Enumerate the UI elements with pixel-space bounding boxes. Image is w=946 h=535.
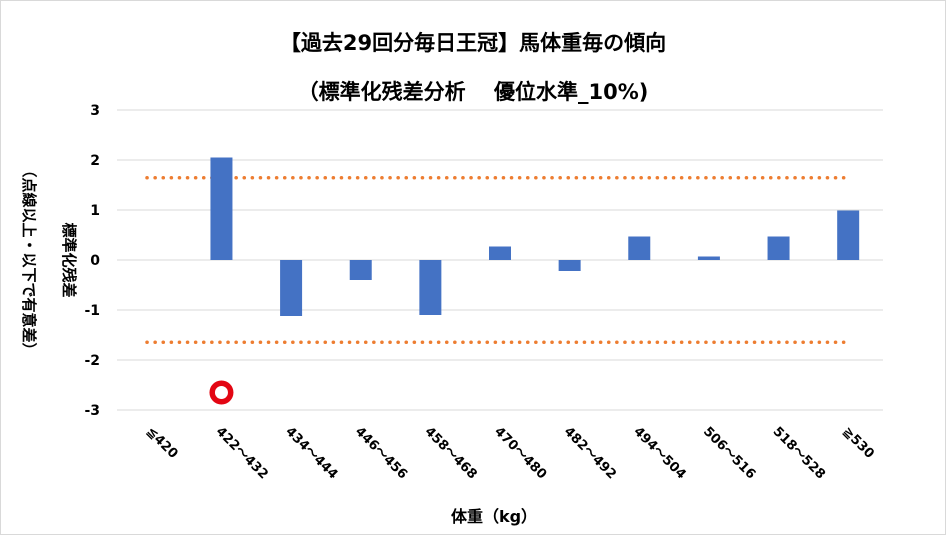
y-tick-label: 2 bbox=[90, 153, 100, 169]
y-tick-label: 1 bbox=[90, 203, 100, 219]
bar bbox=[349, 260, 372, 280]
bars bbox=[210, 157, 860, 316]
y-tick-label: -1 bbox=[84, 303, 100, 319]
circle-marker-center bbox=[214, 386, 228, 399]
bar bbox=[558, 260, 581, 271]
threshold-lines bbox=[145, 176, 849, 344]
bar bbox=[697, 256, 720, 260]
x-tick-labels: ≦420 422～432 434～444 446～456 458～468 470～480 4… bbox=[143, 424, 877, 482]
markers bbox=[209, 380, 234, 405]
x-tick-label: 470～480 bbox=[491, 424, 549, 482]
bar bbox=[210, 157, 233, 260]
chart-title: 【過去29回分毎日王冠】馬体重毎の傾向 bbox=[279, 31, 667, 55]
x-tick-label: 458～468 bbox=[422, 424, 480, 482]
x-axis-label: 体重（kg） bbox=[451, 507, 537, 526]
bar bbox=[489, 246, 511, 260]
y-axis-label: 標準化残差 bbox=[60, 222, 78, 297]
x-tick-label: ≧530 bbox=[839, 424, 876, 461]
bar bbox=[837, 210, 860, 260]
x-tick-label: 494～504 bbox=[630, 424, 688, 482]
chart-subtitle: （標準化残差分析 優位水準_10%) bbox=[297, 80, 649, 104]
y-tick-label: -3 bbox=[84, 403, 100, 419]
y-tick-label: 0 bbox=[90, 253, 100, 269]
x-tick-label: 482～492 bbox=[561, 424, 619, 482]
x-tick-label: 422～432 bbox=[213, 424, 271, 482]
x-tick-label: ≦420 bbox=[143, 424, 180, 461]
y-tick-label: -2 bbox=[84, 353, 100, 369]
x-tick-label: 518～528 bbox=[770, 424, 828, 482]
x-tick-label: 506～516 bbox=[700, 424, 758, 482]
y-axis-note: （点線以上・以下で有意差） bbox=[20, 162, 38, 357]
x-tick-label: 434～444 bbox=[282, 424, 340, 482]
x-tick-label: 446～456 bbox=[352, 424, 410, 482]
y-tick-labels: 3 2 1 0 -1 -2 -3 bbox=[84, 103, 100, 419]
y-tick-label: 3 bbox=[90, 103, 100, 119]
bar bbox=[628, 236, 651, 260]
bar bbox=[767, 236, 790, 260]
bar bbox=[419, 260, 442, 315]
bar bbox=[280, 260, 303, 316]
